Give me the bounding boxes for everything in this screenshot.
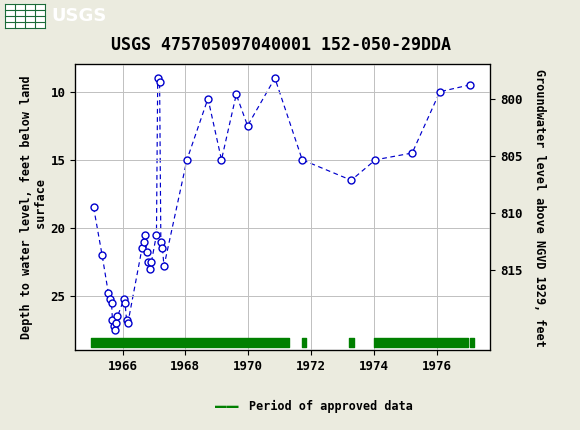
Text: Period of approved data: Period of approved data bbox=[249, 400, 414, 413]
Text: ——: —— bbox=[215, 397, 238, 416]
Y-axis label: Groundwater level above NGVD 1929, feet: Groundwater level above NGVD 1929, feet bbox=[534, 68, 546, 347]
Y-axis label: Depth to water level, feet below land
 surface: Depth to water level, feet below land su… bbox=[20, 76, 48, 339]
Bar bbox=[5, 4, 45, 28]
Text: USGS: USGS bbox=[51, 7, 106, 25]
Text: USGS 475705097040001 152-050-29DDA: USGS 475705097040001 152-050-29DDA bbox=[111, 36, 451, 54]
